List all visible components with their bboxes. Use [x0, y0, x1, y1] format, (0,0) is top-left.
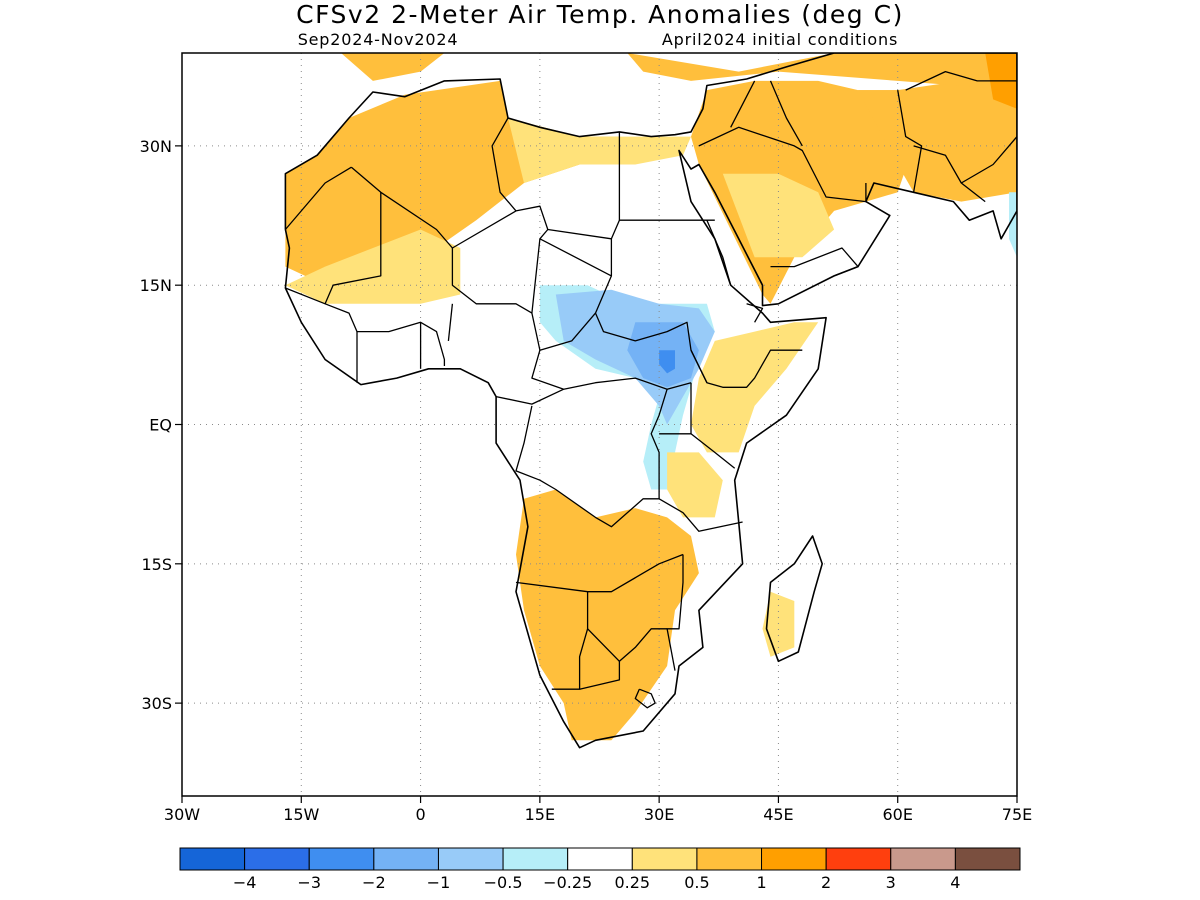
- country-border: [587, 628, 668, 662]
- country-border: [730, 80, 756, 128]
- colorbar-label: 3: [886, 873, 896, 892]
- lon-tick-label: 0: [415, 805, 425, 824]
- country-border: [495, 388, 564, 405]
- colorbar-label: −0.5: [484, 873, 523, 892]
- lon-tick-label: 15E: [525, 805, 555, 824]
- country-border: [666, 554, 684, 671]
- colorbar-swatch: [696, 847, 763, 871]
- lon-tick-label: 15W: [283, 805, 319, 824]
- country-border: [634, 688, 656, 709]
- colorbar-swatch: [761, 847, 827, 871]
- country-border: [531, 312, 596, 351]
- colorbar-swatch: [631, 847, 698, 871]
- coastlines: [284, 53, 1017, 749]
- colorbar-label: −3: [297, 873, 321, 892]
- country-border: [913, 145, 986, 203]
- lon-tick-label: 75E: [1002, 805, 1032, 824]
- country-border: [447, 303, 454, 341]
- africa-coastline: [284, 53, 1017, 749]
- colorbar-label: 2: [821, 873, 831, 892]
- anomaly-region-med-coast-warm: [508, 118, 691, 183]
- anomaly-region-southern-africa-warm: [516, 489, 699, 741]
- country-border: [579, 661, 621, 690]
- anomaly-region-ne-frame-warm: [627, 53, 1017, 91]
- colorbar-swatch: [825, 847, 892, 871]
- colorbar-swatch: [954, 847, 1021, 871]
- lat-tick-label: 30N: [140, 137, 172, 156]
- colorbar-label: 1: [756, 873, 766, 892]
- country-border: [659, 433, 736, 469]
- colorbar-swatch: [244, 847, 310, 871]
- colorbar-label: −0.25: [543, 873, 592, 892]
- colorbar-label: 0.5: [684, 873, 709, 892]
- country-border: [515, 389, 668, 528]
- colorbar-swatch: [437, 847, 504, 871]
- country-border: [960, 136, 1017, 184]
- country-border: [897, 89, 923, 193]
- country-border: [905, 70, 1017, 91]
- colorbar-label: −2: [362, 873, 386, 892]
- colorbar-swatch: [502, 847, 569, 871]
- anomaly-region-tanzania-mild: [667, 452, 723, 518]
- lat-tick-label: 30S: [141, 694, 172, 713]
- country-border: [690, 349, 708, 383]
- country-borders: [284, 70, 1017, 709]
- lat-tick-label: 15S: [141, 555, 172, 574]
- lon-tick-label: 30E: [644, 805, 674, 824]
- lat-tick-label: EQ: [149, 416, 172, 435]
- anomaly-shading: [285, 53, 1017, 741]
- anomaly-region-central-asia-warm: [858, 80, 1017, 202]
- colorbar: −4 −3 −2 −1 −0.5 −0.25 0.25 0.5 1 2 3 4: [179, 847, 1021, 892]
- lat-tick-label: 15N: [140, 276, 172, 295]
- country-border: [285, 192, 382, 305]
- colorbar-swatch: [373, 847, 439, 871]
- country-border: [769, 80, 803, 147]
- lon-tick-label: 60E: [882, 805, 912, 824]
- map-plot-area: [182, 53, 1017, 796]
- country-border: [324, 303, 446, 366]
- country-border: [551, 591, 589, 690]
- colorbar-label: −4: [233, 873, 257, 892]
- map-title: CFSv2 2-Meter Air Temp. Anomalies (deg C…: [296, 0, 904, 29]
- colorbar-label: −1: [427, 873, 451, 892]
- colorbar-swatch: [179, 847, 246, 871]
- country-border: [284, 166, 352, 230]
- country-border: [515, 553, 684, 593]
- map-subtitle-initial: April2024 initial conditions: [662, 30, 898, 49]
- country-border: [350, 166, 517, 249]
- lon-tick-label: 45E: [763, 805, 793, 824]
- colorbar-swatch: [308, 847, 375, 871]
- anomaly-region-south-sudan-colder: [659, 350, 675, 374]
- colorbar-swatch: [890, 847, 956, 871]
- colorbar-label: 0.25: [614, 873, 650, 892]
- map-subtitle-period: Sep2024-Nov2024: [298, 30, 459, 49]
- map-axes: 30W 15W 0 15E 30E 45E 60E 75E 30N 15N EQ 15S 30S: [140, 137, 1033, 824]
- anomaly-region-east-africa-mild: [691, 322, 819, 453]
- country-border: [746, 303, 764, 323]
- anomaly-region-north-frame-warm: [341, 53, 445, 81]
- country-border: [658, 498, 743, 532]
- colorbar-swatch: [567, 847, 633, 871]
- lon-tick-label: 30W: [164, 805, 200, 824]
- anomaly-region-india-cool: [1009, 192, 1017, 258]
- country-border: [491, 117, 621, 240]
- madagascar-coastline: [765, 535, 824, 663]
- colorbar-label: 4: [950, 873, 960, 892]
